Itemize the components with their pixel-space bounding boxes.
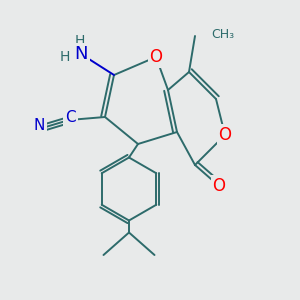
Text: O: O [212, 177, 226, 195]
Text: H: H [59, 50, 70, 64]
Text: H: H [74, 34, 85, 47]
Text: O: O [218, 126, 232, 144]
Text: N: N [33, 118, 45, 134]
Text: C: C [65, 110, 76, 124]
Text: O: O [149, 48, 163, 66]
Text: N: N [74, 45, 88, 63]
Text: CH₃: CH₃ [212, 28, 235, 41]
